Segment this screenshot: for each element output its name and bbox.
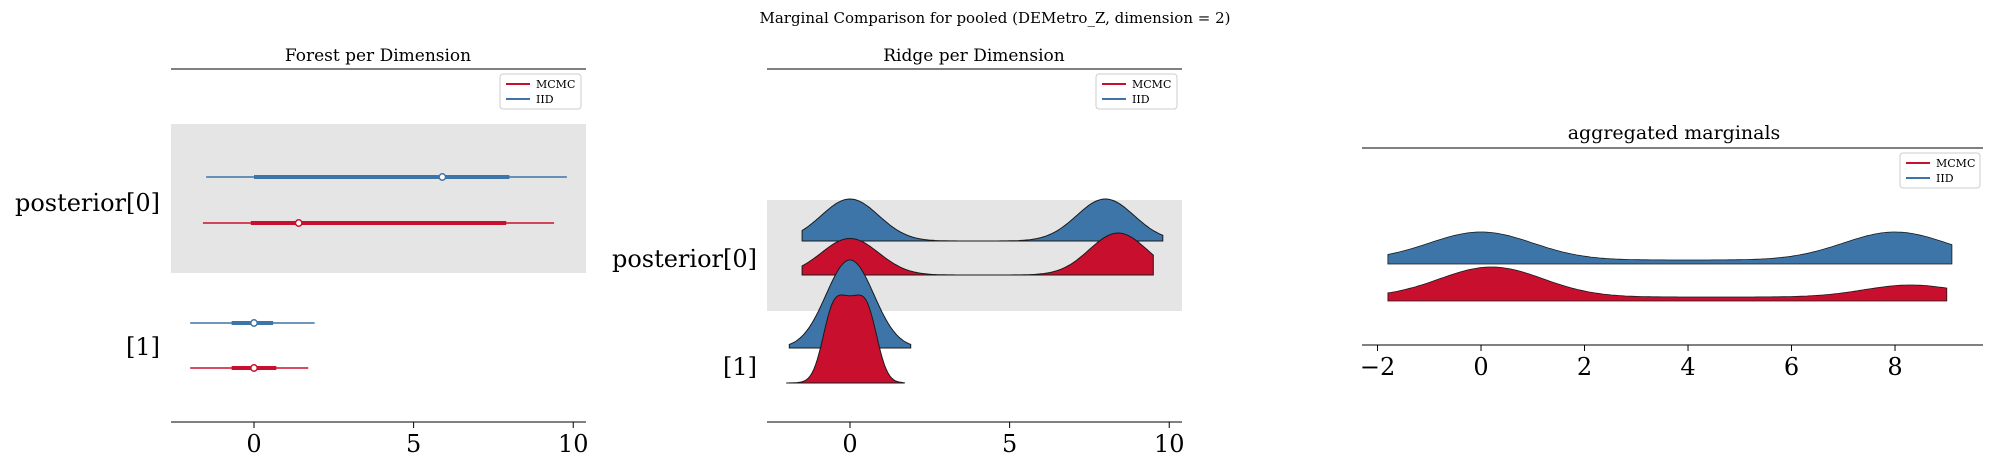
forest-marks bbox=[190, 173, 567, 372]
forest-x-ticks: 0 5 10 bbox=[246, 422, 589, 458]
ridge-legend: MCMC IID bbox=[1095, 73, 1178, 110]
ridge-x-ticks: 0 5 10 bbox=[842, 422, 1185, 458]
aggregated-tick-label-1: 0 bbox=[1473, 353, 1488, 381]
ridge-density-3 bbox=[786, 294, 905, 384]
forest-median-point-1 bbox=[294, 219, 303, 227]
ridge-panel: Ridge per Dimension posterior[0] [1] 0 5 1… bbox=[612, 46, 1185, 458]
ridge-legend-frame bbox=[1095, 73, 1178, 110]
ridge-legend-label-iid: IID bbox=[1132, 93, 1150, 106]
forest-tick-label-1: 5 bbox=[406, 430, 421, 458]
forest-tick-label-0: 0 bbox=[246, 430, 261, 458]
forest-tick-label-2: 10 bbox=[558, 430, 589, 458]
forest-row-band bbox=[171, 124, 586, 273]
aggregated-tick-label-5: 8 bbox=[1887, 353, 1902, 381]
aggregated-panel: aggregated marginals −2 0 2 4 6 8 MCMC IID bbox=[1360, 122, 1983, 381]
ridge-title: Ridge per Dimension bbox=[883, 46, 1065, 66]
ridge-ylabel-0: posterior[0] bbox=[612, 245, 757, 273]
forest-ylabel-0: posterior[0] bbox=[15, 189, 160, 217]
forest-median-point-2 bbox=[250, 319, 258, 327]
forest-ylabel-1: [1] bbox=[126, 333, 160, 361]
aggregated-legend-label-iid: IID bbox=[1936, 172, 1954, 185]
aggregated-tick-label-4: 6 bbox=[1784, 353, 1799, 381]
aggregated-marks bbox=[1387, 231, 1953, 302]
ridge-tick-label-1: 5 bbox=[1002, 430, 1017, 458]
forest-legend-label-iid: IID bbox=[536, 93, 554, 106]
aggregated-legend: MCMC IID bbox=[1899, 152, 1981, 189]
ridge-ylabel-1: [1] bbox=[723, 353, 757, 381]
forest-median-point-0 bbox=[438, 173, 447, 181]
ridge-tick-label-2: 10 bbox=[1154, 430, 1185, 458]
ridge-density-0 bbox=[801, 198, 1164, 242]
figure-suptitle: Marginal Comparison for pooled (DEMetro_… bbox=[759, 9, 1230, 27]
forest-title: Forest per Dimension bbox=[285, 46, 471, 66]
aggregated-density-iid bbox=[1387, 231, 1953, 265]
ridge-density-1 bbox=[801, 232, 1154, 276]
ridge-legend-label-mcmc: MCMC bbox=[1132, 78, 1171, 91]
ridge-marks bbox=[786, 198, 1164, 384]
aggregated-tick-label-3: 4 bbox=[1680, 353, 1695, 381]
ridge-tick-label-0: 0 bbox=[842, 430, 857, 458]
forest-panel: Forest per Dimension posterior[0] [1] 0 5… bbox=[15, 46, 589, 458]
aggregated-tick-label-0: −2 bbox=[1360, 353, 1395, 381]
aggregated-tick-label-2: 2 bbox=[1577, 353, 1592, 381]
aggregated-title: aggregated marginals bbox=[1568, 122, 1781, 144]
aggregated-density-mcmc bbox=[1387, 266, 1948, 302]
aggregated-legend-label-mcmc: MCMC bbox=[1936, 157, 1975, 170]
forest-median-point-3 bbox=[250, 364, 258, 372]
aggregated-x-ticks: −2 0 2 4 6 8 bbox=[1360, 345, 1903, 381]
forest-legend-frame bbox=[499, 73, 582, 110]
forest-legend: MCMC IID bbox=[499, 73, 582, 110]
forest-legend-label-mcmc: MCMC bbox=[536, 78, 575, 91]
aggregated-legend-frame bbox=[1899, 152, 1981, 189]
